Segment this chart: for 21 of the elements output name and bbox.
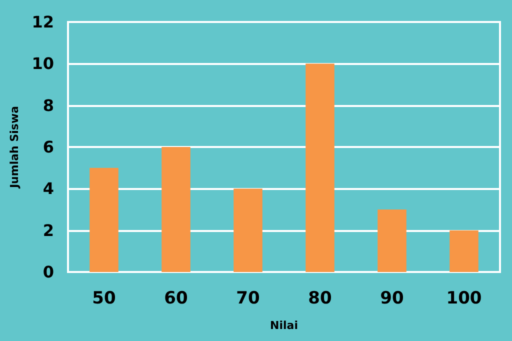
y-tick-label: 6 [42,138,54,156]
y-tick-label: 10 [32,54,54,74]
x-tick-label: 60 [164,288,188,308]
y-axis-title: Jumlah Siswa [8,106,21,190]
bar [378,210,406,272]
bar [306,64,334,272]
x-tick-label: 80 [308,288,332,308]
y-tick-label: 8 [42,96,54,115]
y-tick-label: 0 [42,262,54,282]
bar [450,230,478,272]
y-tick-label: 4 [42,179,54,198]
x-tick-label: 100 [446,288,482,308]
bar [234,188,262,272]
y-tick-label: 2 [42,220,54,240]
x-tick-label: 50 [92,288,116,308]
x-axis-title: Nilai [270,319,298,332]
bar [162,147,190,272]
x-tick-label: 90 [380,288,404,308]
bar [90,168,118,272]
y-tick-label: 12 [32,12,54,32]
x-tick-label: 70 [236,288,260,308]
